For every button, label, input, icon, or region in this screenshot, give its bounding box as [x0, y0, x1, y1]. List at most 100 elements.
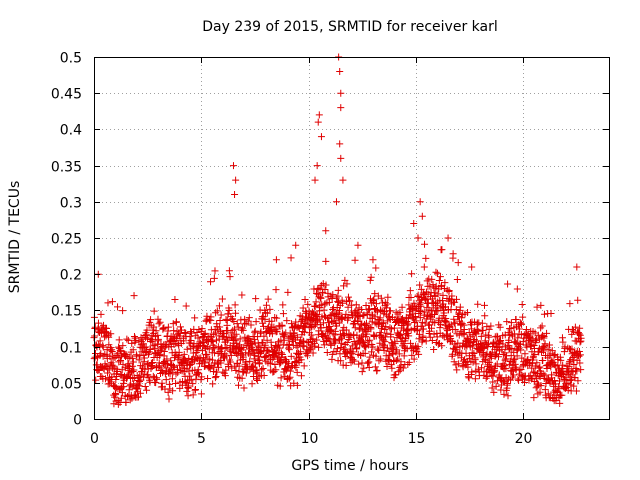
data-point [291, 358, 299, 366]
data-point [101, 375, 109, 383]
data-point [287, 320, 295, 328]
data-point [175, 348, 183, 356]
data-point [286, 373, 294, 381]
data-point [376, 314, 384, 322]
data-point [165, 395, 173, 403]
data-point [228, 364, 236, 372]
data-point [492, 382, 500, 390]
data-point [522, 325, 530, 333]
data-point [480, 345, 488, 353]
data-point [546, 341, 554, 349]
data-point [271, 361, 279, 369]
data-point [225, 306, 233, 314]
data-point [236, 344, 244, 352]
data-point [112, 391, 120, 399]
data-point [287, 352, 295, 360]
data-point [259, 319, 267, 327]
data-point [576, 351, 584, 359]
data-point [392, 371, 400, 379]
data-point [288, 337, 296, 345]
data-point [504, 392, 512, 400]
data-point [273, 314, 281, 322]
data-point [190, 340, 198, 348]
data-point [362, 319, 370, 327]
data-point [159, 325, 167, 333]
data-point [263, 336, 271, 344]
data-point [529, 352, 537, 360]
data-point [416, 198, 424, 206]
data-point [503, 379, 511, 387]
data-point [209, 380, 217, 388]
data-point [126, 396, 134, 404]
data-point [313, 336, 321, 344]
data-point [485, 333, 493, 341]
data-point [494, 333, 502, 341]
data-point [489, 378, 497, 386]
data-point [155, 362, 163, 370]
data-point [432, 338, 440, 346]
data-point [268, 330, 276, 338]
data-point [234, 323, 242, 331]
data-point [338, 339, 346, 347]
data-point [232, 176, 240, 184]
data-point [244, 317, 252, 325]
data-point [314, 118, 322, 126]
data-point [239, 326, 247, 334]
data-point [112, 375, 120, 383]
data-point [518, 320, 526, 328]
data-point [272, 366, 280, 374]
data-point [479, 326, 487, 334]
data-point [576, 331, 584, 339]
data-point [428, 275, 436, 283]
data-point [247, 321, 255, 329]
data-point [248, 380, 256, 388]
data-point [547, 309, 555, 317]
data-point [256, 329, 264, 337]
data-point [343, 280, 351, 288]
data-point [326, 323, 334, 331]
data-point [348, 301, 356, 309]
data-point [372, 300, 380, 308]
data-point [478, 364, 486, 372]
data-point [130, 292, 138, 300]
data-point [332, 198, 340, 206]
data-point [366, 276, 374, 284]
data-point [293, 381, 301, 389]
data-point [141, 344, 149, 352]
data-point [305, 307, 313, 315]
data-point [447, 337, 455, 345]
data-point [369, 343, 377, 351]
data-point [533, 359, 541, 367]
data-point [260, 371, 268, 379]
data-point [513, 339, 521, 347]
data-point [331, 327, 339, 335]
data-point [539, 370, 547, 378]
data-point [223, 316, 231, 324]
data-point [286, 367, 294, 375]
data-point [191, 385, 199, 393]
data-point [537, 324, 545, 332]
data-point [342, 362, 350, 370]
data-point [494, 353, 502, 361]
data-point [568, 330, 576, 338]
data-point [444, 234, 452, 242]
data-point [156, 347, 164, 355]
data-point [523, 343, 531, 351]
data-point [499, 360, 507, 368]
data-point [150, 323, 158, 331]
data-point [105, 366, 113, 374]
data-point [115, 336, 123, 344]
data-point [279, 310, 287, 318]
data-point [140, 373, 148, 381]
data-point [407, 326, 415, 334]
data-point [435, 277, 443, 285]
data-point [552, 397, 560, 405]
data-point [377, 355, 385, 363]
data-point [181, 329, 189, 337]
data-point [458, 314, 466, 322]
data-point [192, 353, 200, 361]
data-point [548, 347, 556, 355]
data-point [128, 383, 136, 391]
data-point [339, 176, 347, 184]
data-point [537, 382, 545, 390]
